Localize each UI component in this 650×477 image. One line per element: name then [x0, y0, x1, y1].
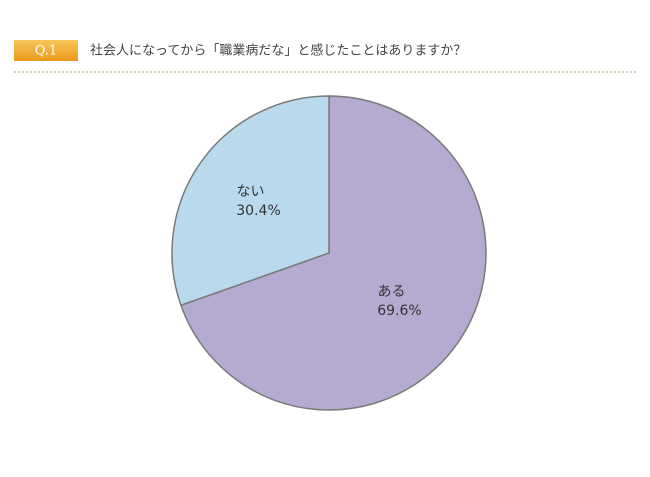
question-number: Q.1: [35, 44, 57, 59]
pie-slice: [179, 95, 487, 411]
pie-slice: [171, 95, 330, 307]
slice-category-label: ない: [237, 184, 265, 200]
slice-value-label: 69.6%: [377, 303, 421, 319]
question-badge: [14, 40, 78, 61]
chart-title: 社会人になってから「職業病だな」と感じたことはありますか？: [90, 43, 466, 59]
slice-value-label: 30.4%: [236, 203, 280, 219]
slice-category-label: ある: [377, 284, 405, 300]
